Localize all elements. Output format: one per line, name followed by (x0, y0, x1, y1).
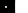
Bar (9, 4, 12, 12)
Bar (4, 10, 7, 12)
